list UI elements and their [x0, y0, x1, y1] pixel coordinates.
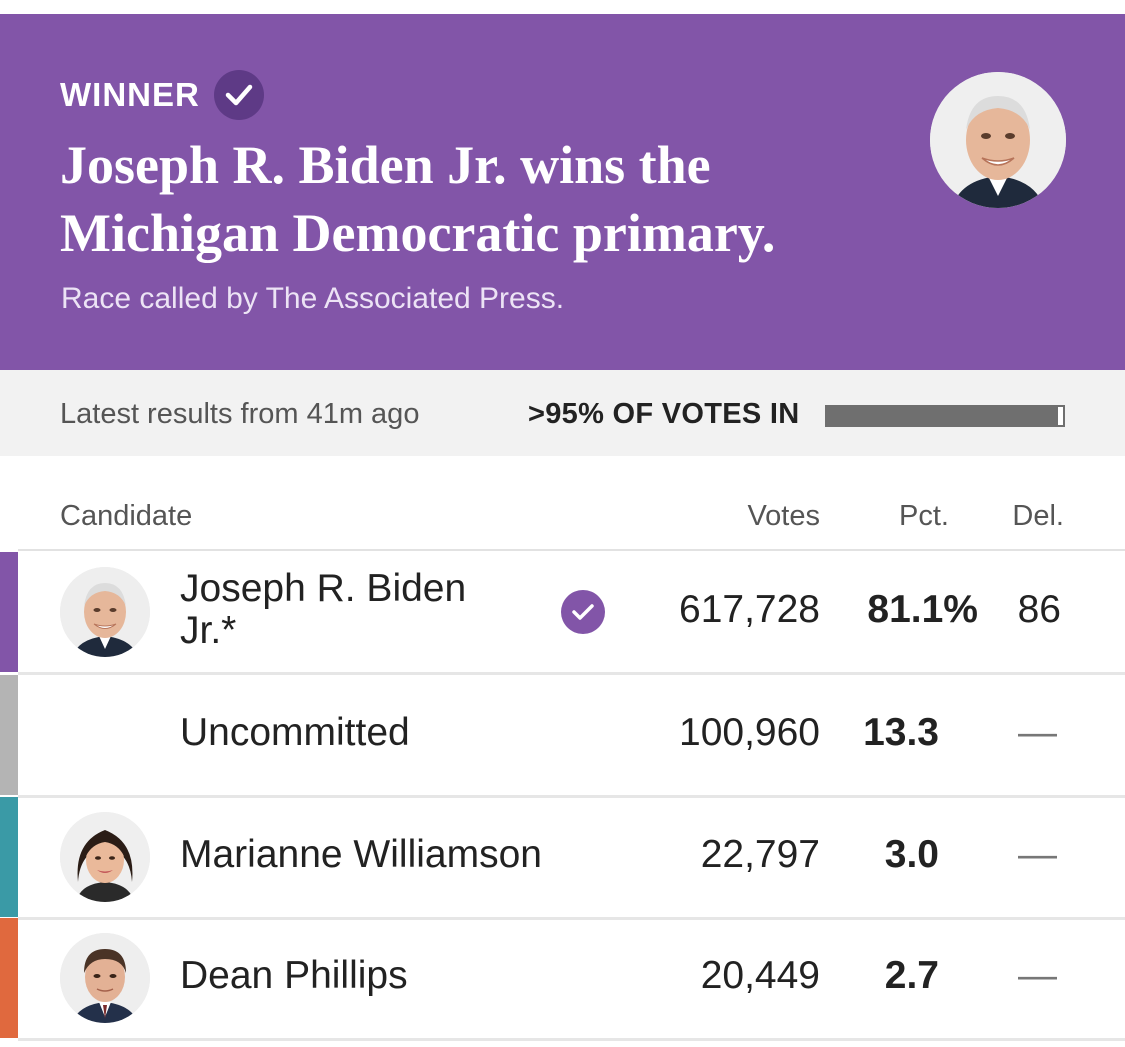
results-status-bar: Latest results from 41m ago >95% OF VOTE…: [0, 370, 1125, 456]
winner-check-icon: [561, 590, 605, 634]
latest-results-text: Latest results from 41m ago: [60, 398, 420, 430]
candidate-name: Joseph R. Biden Jr.*: [180, 568, 466, 652]
candidate-votes: 100,960: [679, 711, 820, 754]
candidate-votes: 617,728: [679, 588, 820, 631]
candidate-color-bar: [0, 918, 18, 1038]
candidate-votes: 22,797: [700, 833, 820, 876]
header-candidate: Candidate: [60, 500, 193, 532]
votes-in-progress-bar: [825, 405, 1065, 427]
candidate-color-bar: [0, 797, 18, 917]
candidate-name: Dean Phillips: [180, 954, 408, 997]
candidate-pct: 3.0: [884, 833, 939, 876]
candidate-delegates: —: [1018, 833, 1057, 876]
candidate-delegates: —: [1018, 711, 1057, 754]
candidate-name: Marianne Williamson: [180, 833, 542, 876]
candidate-name-line-2: Jr.*: [180, 609, 237, 652]
header-divider: [18, 549, 608, 551]
candidate-color-bar: [0, 675, 18, 795]
candidate-delegates: 86: [1017, 588, 1061, 631]
table-row: Uncommitted 100,960 13.3 —: [0, 675, 1125, 798]
table-row: Dean Phillips 20,449 2.7 —: [0, 918, 1125, 1041]
checkmark-icon: [213, 70, 264, 120]
headline: Joseph R. Biden Jr. wins the Michigan De…: [60, 131, 880, 267]
headline-line-1: Joseph R. Biden Jr. wins the: [60, 135, 711, 195]
winner-row: WINNER: [60, 70, 264, 120]
row-divider: [18, 917, 1125, 920]
biden-avatar: [60, 567, 150, 657]
candidate-color-bar: [0, 552, 18, 672]
header-votes: Votes: [747, 500, 820, 532]
votes-in-label: >95% OF VOTES IN: [528, 398, 800, 430]
table-row: Marianne Williamson 22,797 3.0 —: [0, 797, 1125, 920]
candidate-name: Uncommitted: [180, 711, 410, 754]
votes-in-progress-fill: [827, 407, 1059, 425]
table-row: Joseph R. Biden Jr.* 617,728 81.1% 86: [0, 552, 1125, 675]
candidate-delegates: —: [1018, 954, 1057, 997]
header-del: Del.: [1012, 500, 1064, 532]
winner-label: WINNER: [60, 76, 200, 113]
candidate-name-line-1: Joseph R. Biden: [180, 567, 467, 610]
header-divider: [608, 549, 1125, 551]
phillips-avatar: [60, 933, 150, 1023]
williamson-avatar: [60, 812, 150, 902]
row-divider: [18, 795, 1125, 798]
row-divider: [18, 1038, 1125, 1041]
headline-line-2: Michigan Democratic primary.: [60, 203, 776, 263]
candidate-pct: 2.7: [884, 954, 939, 997]
candidate-pct: 13.3: [863, 711, 939, 754]
candidate-votes: 20,449: [700, 954, 820, 997]
header-pct: Pct.: [899, 500, 949, 532]
biden-avatar-large: [930, 72, 1066, 208]
candidate-pct: 81.1%: [867, 588, 978, 631]
row-divider: [18, 672, 1125, 675]
race-called-note: Race called by The Associated Press.: [61, 282, 565, 315]
winner-banner: WINNER Joseph R. Biden Jr. wins the Mich…: [0, 14, 1125, 370]
